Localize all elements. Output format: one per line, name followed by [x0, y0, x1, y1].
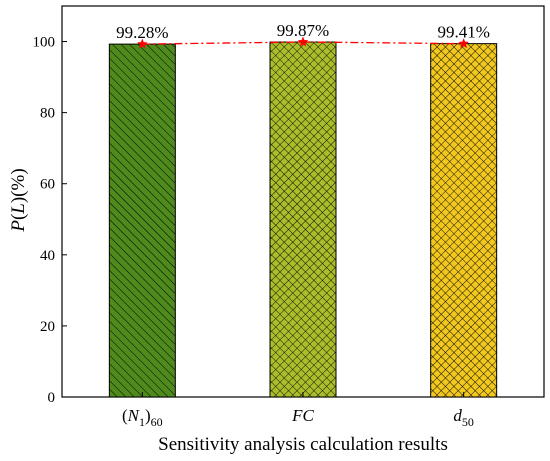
y-tick-label: 0 [48, 390, 56, 406]
y-tick-label: 80 [40, 106, 55, 122]
data-label: 99.41% [437, 23, 489, 42]
y-axis-title: P(L)(%) [8, 168, 29, 232]
data-label: 99.87% [277, 21, 329, 40]
y-tick-label: 20 [40, 319, 55, 335]
x-tick-label: FC [291, 406, 314, 425]
bar [269, 41, 337, 398]
x-tick-label: d50 [453, 406, 474, 429]
bar [430, 43, 498, 398]
y-axis: 0 20 40 60 80 100 [33, 35, 67, 406]
x-axis-title: Sensitivity analysis calculation results [158, 434, 448, 455]
y-tick-label: 40 [40, 248, 55, 264]
x-tick-label: (N1)60 [122, 406, 163, 429]
data-label: 99.28% [116, 23, 168, 42]
x-axis: (N1)60 FC d50 [122, 392, 474, 429]
star-marker [297, 36, 309, 47]
star-marker [458, 37, 470, 49]
y-tick-label: 100 [33, 35, 56, 51]
trend-line-group [136, 36, 470, 49]
bar [108, 43, 176, 398]
star-marker [136, 38, 148, 49]
y-tick-label: 60 [40, 177, 55, 193]
bars-group [108, 41, 498, 398]
data-labels-group: 99.28% 99.87% 99.41% [116, 21, 490, 42]
